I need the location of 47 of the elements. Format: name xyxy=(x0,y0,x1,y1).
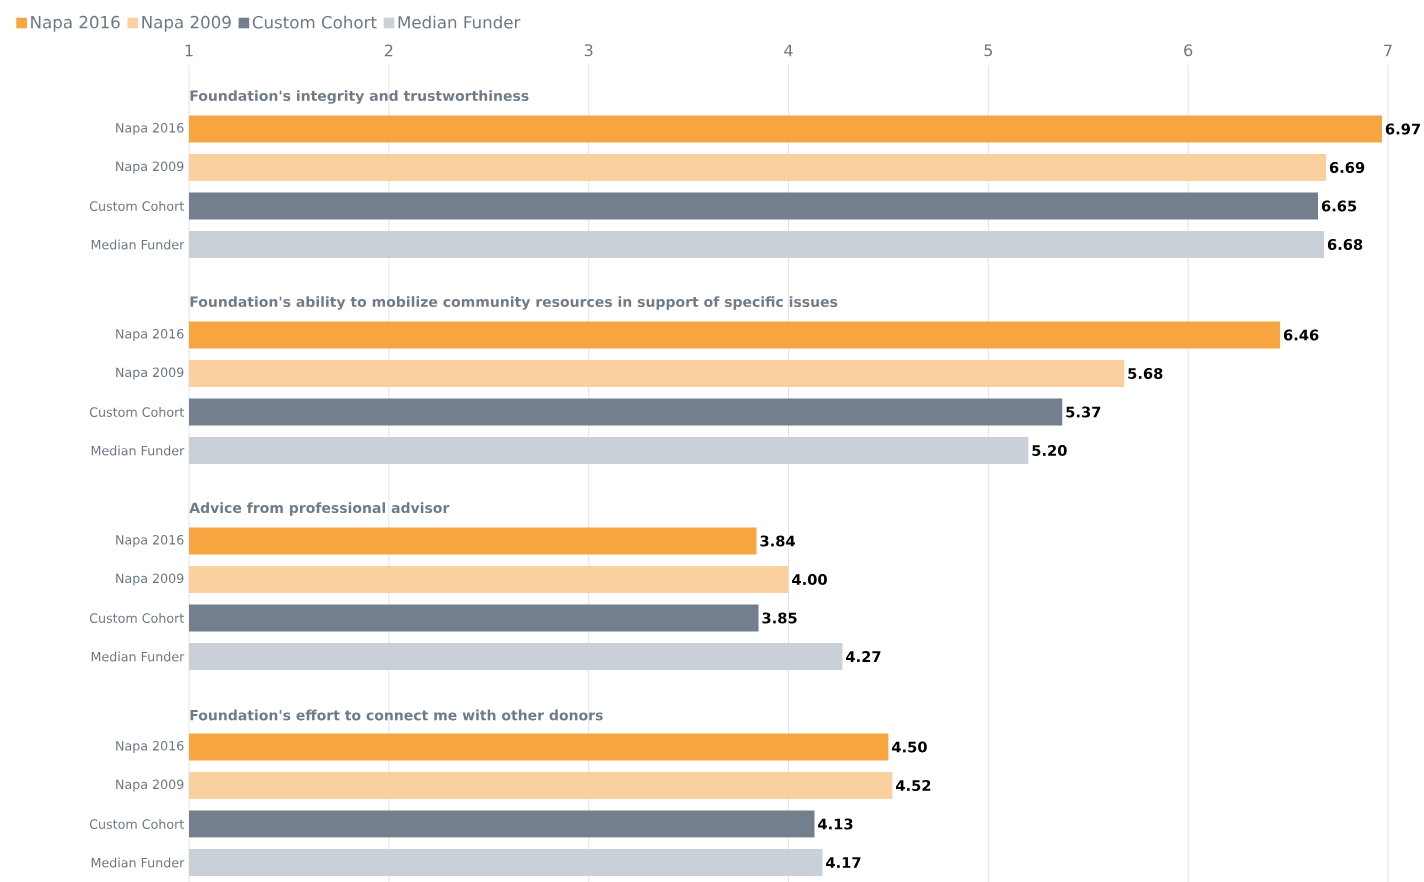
data-label: 5.68 xyxy=(1128,367,1163,380)
data-label: 6.69 xyxy=(1329,161,1365,174)
data-label: 6.68 xyxy=(1327,238,1363,251)
legend-label: Napa 2016 xyxy=(31,15,120,32)
data-label: 4.13 xyxy=(818,818,853,830)
text: Napa 2009 xyxy=(116,161,184,174)
x-tick-label: 1 xyxy=(185,44,193,57)
data-label: 6.97 xyxy=(1385,123,1420,135)
data-label: 4.50 xyxy=(892,741,927,753)
y-tick-label: Foundation's integrity and trustworthiness xyxy=(190,90,529,104)
text: Napa 2016 xyxy=(116,740,184,754)
legend-label: Median Funder xyxy=(398,15,521,29)
data-label: 3.84 xyxy=(760,535,795,547)
data-label: 4.17 xyxy=(826,857,861,868)
y-tick-label: Foundation's effort to connect me with other donors xyxy=(190,709,603,721)
data-label: 5.20 xyxy=(1032,444,1067,457)
data-label: 5.37 xyxy=(1066,406,1101,418)
x-tick-label: 2 xyxy=(384,44,393,57)
text: Napa 2016 xyxy=(116,122,184,136)
x-tick-label: 6 xyxy=(1184,44,1193,57)
y-tick-label: Advice from professional advisor xyxy=(189,502,450,516)
data-label: 4.52 xyxy=(896,779,931,792)
data-label: 3.85 xyxy=(762,612,797,624)
text: Median Funder xyxy=(91,651,185,662)
x-tick-label: 7 xyxy=(1384,44,1392,57)
legend-label: Napa 2009 xyxy=(142,15,231,32)
text: Custom Cohort xyxy=(89,613,184,623)
legend-label: Custom Cohort xyxy=(252,15,377,29)
data-label: 4.27 xyxy=(846,651,881,662)
text: Custom Cohort xyxy=(89,819,184,829)
x-tick-label: 3 xyxy=(584,44,593,57)
text: Median Funder xyxy=(91,239,185,250)
data-label: 6.65 xyxy=(1321,200,1357,212)
text: Napa 2009 xyxy=(116,573,184,586)
x-tick-label: 4 xyxy=(784,44,793,57)
text: Napa 2016 xyxy=(116,328,184,342)
text: Custom Cohort xyxy=(89,407,184,417)
text: Median Funder xyxy=(91,445,185,456)
text: Median Funder xyxy=(91,857,185,868)
y-tick-label: Foundation's ability to mobilize community resources in support of specific issues xyxy=(190,296,838,310)
x-tick-label: 5 xyxy=(984,44,993,57)
text: Napa 2009 xyxy=(116,367,184,380)
data-label: 4.00 xyxy=(792,573,827,586)
data-label: 6.46 xyxy=(1283,329,1319,341)
text: Napa 2016 xyxy=(116,534,184,548)
text: Napa 2009 xyxy=(116,779,184,792)
text: Custom Cohort xyxy=(89,201,184,211)
